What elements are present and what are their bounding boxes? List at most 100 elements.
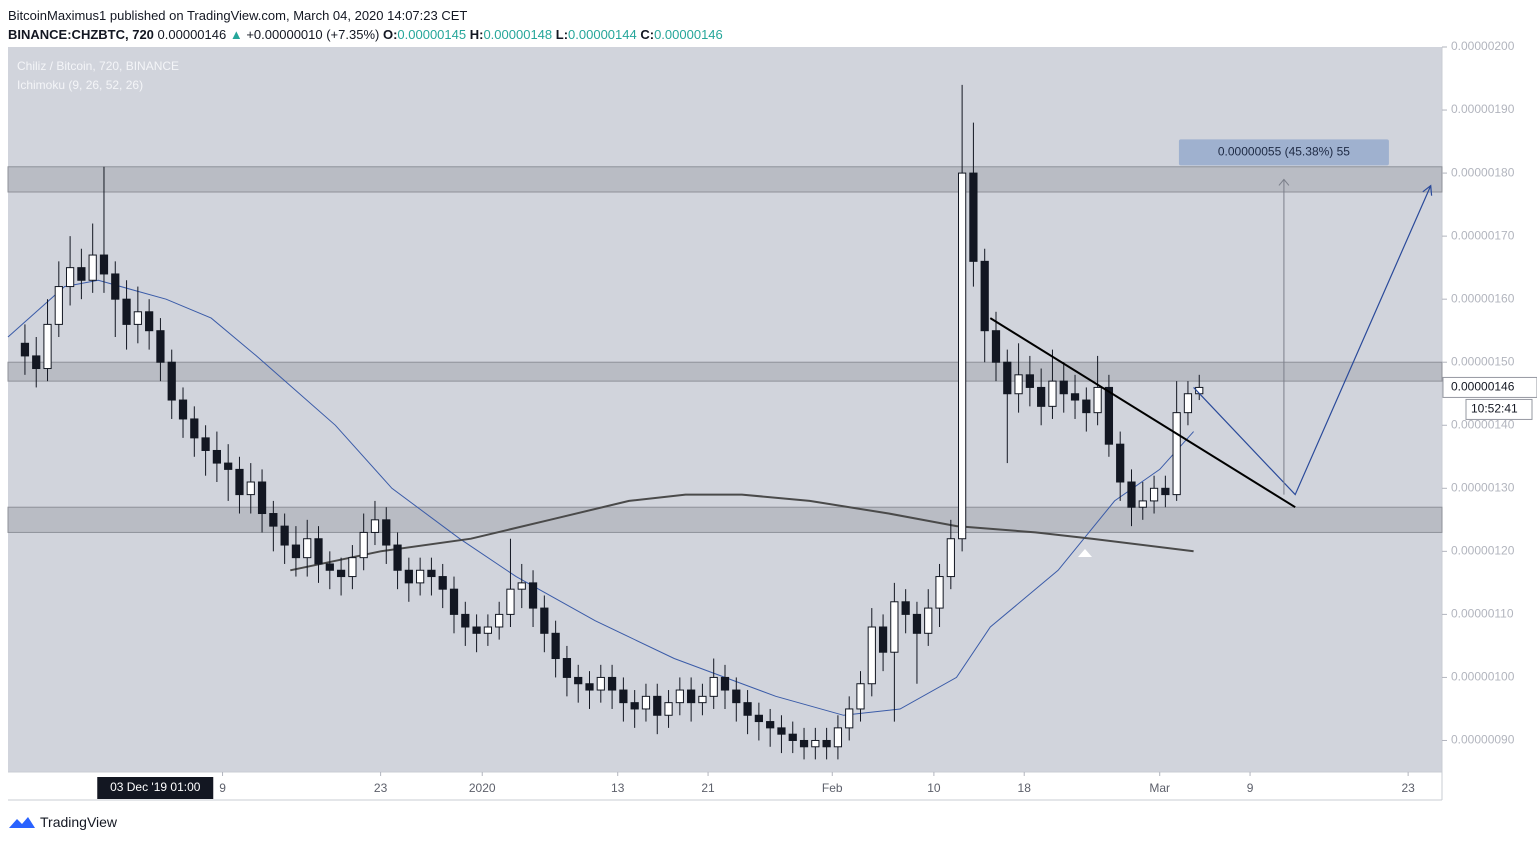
- x-tick-label: 2020: [469, 781, 496, 795]
- candle-body: [201, 437, 210, 451]
- candle-body: [630, 702, 639, 710]
- candle-body: [619, 689, 628, 704]
- y-tick-label: 0.00000180: [1451, 165, 1515, 179]
- candle-body: [1037, 386, 1046, 407]
- candle-body: [1138, 500, 1147, 508]
- candle-body: [687, 689, 696, 704]
- indicator-line: [7, 279, 1194, 716]
- y-tick-label: 0.00000170: [1451, 228, 1515, 242]
- candle-body: [562, 658, 572, 678]
- measure-label: 0.00000055 (45.38%) 55: [1218, 145, 1350, 159]
- candle-body: [1161, 487, 1170, 496]
- candle-body: [336, 569, 346, 578]
- x-tick-label: 21: [701, 781, 715, 795]
- candle-body: [427, 569, 436, 578]
- candle-body: [314, 538, 323, 565]
- candle-body: [1104, 386, 1114, 445]
- candle-body: [551, 632, 560, 660]
- symbol: BINANCE:CHZBTC, 720: [8, 27, 154, 42]
- candle-body: [698, 695, 707, 704]
- candle-body: [653, 695, 662, 716]
- x-tick-label: 23: [374, 781, 388, 795]
- arrow: ▲: [229, 27, 243, 42]
- candle-body: [1070, 393, 1080, 401]
- candle-body: [935, 576, 944, 609]
- x-tick-label: Mar: [1149, 781, 1170, 795]
- candle-body: [133, 311, 142, 325]
- candle-body: [675, 689, 684, 704]
- candle-body: [495, 613, 504, 628]
- candle-body: [1116, 443, 1125, 483]
- candle-body: [43, 323, 52, 370]
- ohlc-label: H:: [469, 27, 484, 42]
- candle-body: [528, 582, 538, 609]
- candle-body: [506, 588, 515, 615]
- price-tag-box: [1442, 376, 1537, 398]
- candle-body: [280, 525, 289, 546]
- candle-body: [540, 607, 549, 634]
- ohlc-value: 0.00000145: [397, 27, 467, 42]
- candle-body: [167, 361, 176, 401]
- candle-body: [472, 626, 481, 634]
- candle-body: [890, 601, 899, 653]
- y-tick-label: 0.00000150: [1451, 354, 1515, 368]
- candle-body: [641, 695, 651, 710]
- countdown: 10:52:41: [1471, 402, 1518, 416]
- candle-body: [517, 582, 526, 590]
- candle-body: [303, 538, 312, 559]
- candle-body: [370, 519, 380, 533]
- y-tick-label: 0.00000100: [1451, 670, 1515, 684]
- candle-body: [596, 676, 605, 691]
- candle-body: [754, 714, 763, 723]
- candle-body: [811, 739, 820, 748]
- candle-body: [788, 733, 797, 741]
- x-tick-label: 9: [219, 781, 226, 795]
- candle-body: [54, 286, 63, 325]
- candle-body: [1003, 361, 1012, 395]
- countdown-box: [1465, 398, 1533, 420]
- candle-body: [122, 298, 131, 325]
- candle-body: [664, 702, 673, 716]
- candle-body: [1172, 412, 1181, 496]
- candle-body: [574, 676, 583, 685]
- candle-body: [483, 626, 492, 634]
- candle-body: [32, 355, 41, 370]
- zone: [7, 506, 1443, 533]
- x-tick-label: 9: [1247, 781, 1254, 795]
- candle-body: [20, 342, 30, 357]
- candle-body: [958, 172, 967, 540]
- candle-body: [743, 702, 752, 716]
- candle-body: [924, 607, 933, 634]
- candle-body: [1059, 380, 1068, 395]
- candle-body: [1014, 374, 1023, 395]
- candle-body: [720, 676, 730, 691]
- candle-body: [1183, 393, 1193, 414]
- candle-body: [449, 588, 459, 615]
- zone: [7, 166, 1443, 193]
- candle-body: [111, 273, 120, 300]
- projection-arrowhead: [1422, 184, 1433, 196]
- candle-body: [833, 727, 843, 748]
- candle-body: [257, 481, 267, 515]
- candle-body: [99, 254, 109, 275]
- crosshair-label: 03 Dec '19 01:00: [110, 780, 201, 794]
- candle-body: [393, 544, 402, 571]
- candle-body: [946, 538, 955, 578]
- publish-line: BitcoinMaximus1 published on TradingView…: [8, 6, 723, 25]
- logo: TradingView: [8, 814, 117, 830]
- layer: 0.00000055 (45.38%) 55: [7, 84, 1443, 760]
- candle-body: [65, 267, 75, 288]
- y-tick-label: 0.00000190: [1451, 102, 1515, 116]
- candle-body: [235, 468, 244, 496]
- candle-body: [1025, 374, 1034, 388]
- indicator-line: [290, 493, 1194, 572]
- candle-body: [709, 676, 718, 697]
- y-tick-label: 0.00000090: [1451, 733, 1515, 747]
- measure-label-box: [1178, 139, 1389, 166]
- header: BitcoinMaximus1 published on TradingView…: [8, 6, 723, 44]
- chart-title: Chiliz / Bitcoin, 720, BINANCE: [17, 59, 179, 73]
- candle-body: [766, 721, 775, 729]
- candle-body: [878, 626, 888, 653]
